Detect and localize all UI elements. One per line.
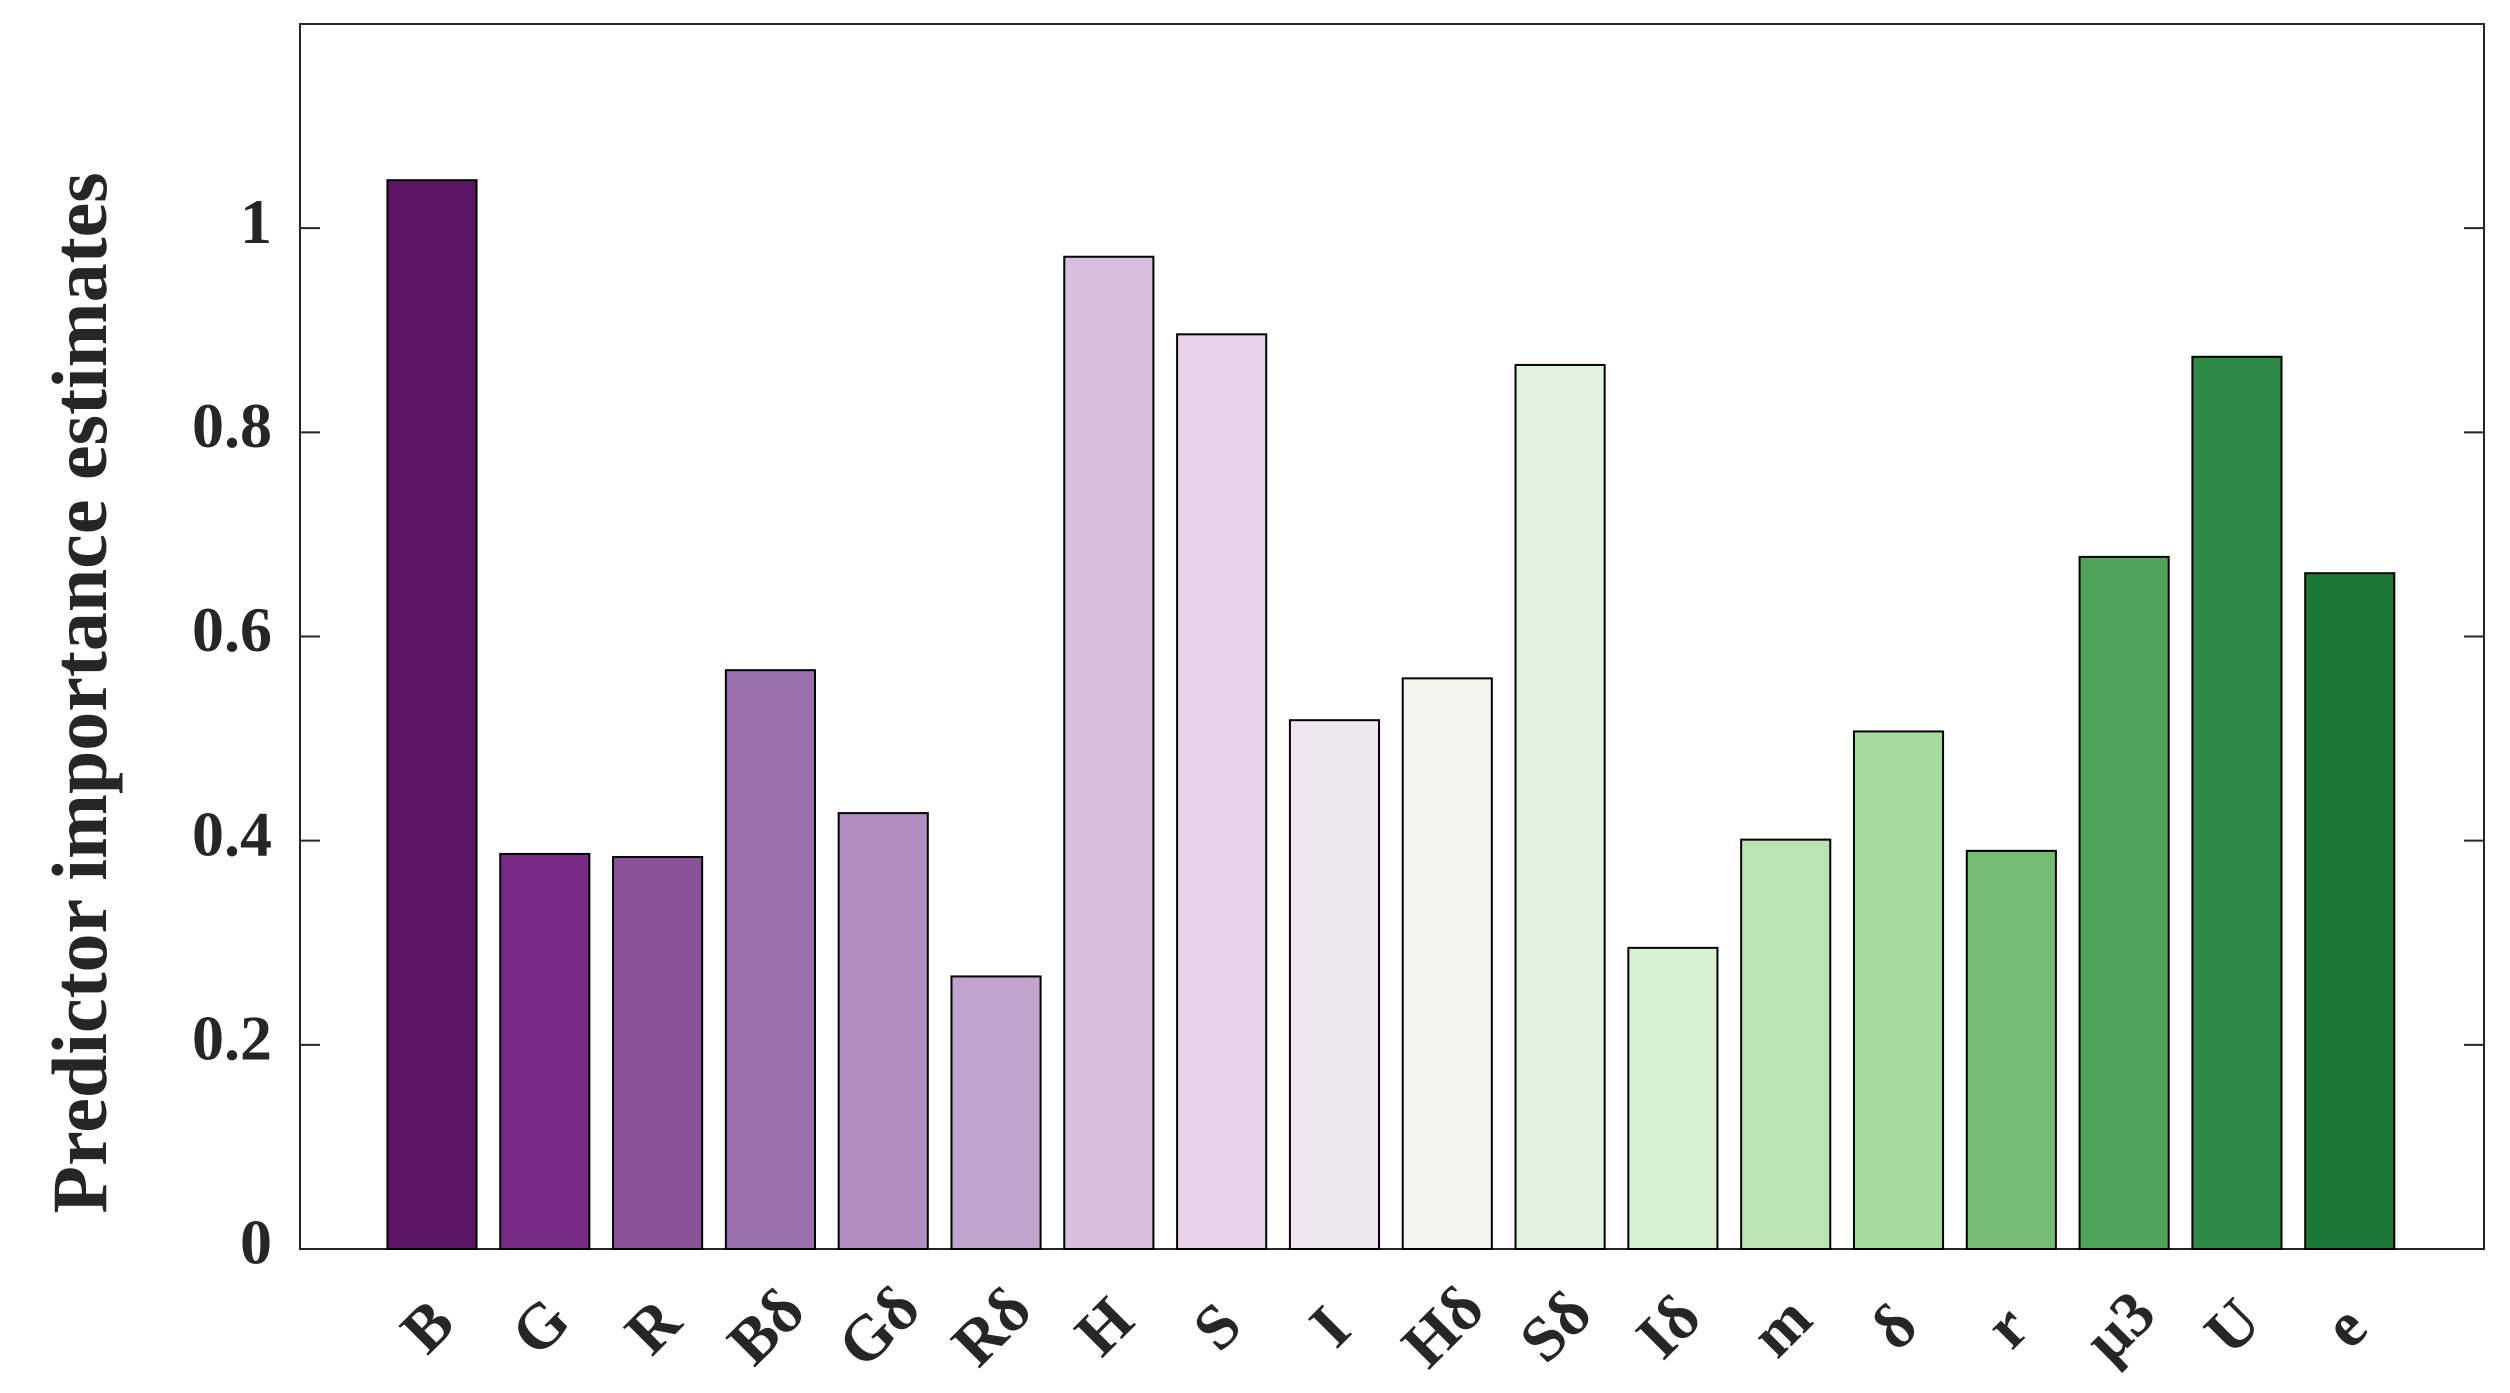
x-tick-label: Iδ — [1622, 1281, 1713, 1372]
bar — [499, 852, 591, 1250]
x-tick-label: R — [611, 1284, 694, 1367]
x-tick-label: U — [2191, 1285, 2274, 1368]
y-tick-label: 0.4 — [192, 798, 272, 869]
x-tick-label: Gδ — [824, 1272, 933, 1381]
bar — [2191, 355, 2283, 1250]
bar — [1063, 255, 1155, 1250]
bar — [837, 812, 929, 1251]
x-tick-label: S — [1179, 1288, 1254, 1363]
y-tick-label: 0.2 — [192, 1003, 272, 1074]
bar — [724, 669, 816, 1250]
bar — [1401, 677, 1493, 1250]
bar — [386, 179, 478, 1250]
bar — [1965, 849, 2057, 1250]
x-tick-label: I — [1296, 1292, 1364, 1360]
y-tick-label: 1 — [240, 186, 272, 257]
y-tick-label: 0.6 — [192, 594, 272, 665]
x-tick-label: r — [1971, 1291, 2041, 1361]
x-tick-label: G — [497, 1283, 582, 1368]
x-tick-label: m — [1737, 1282, 1825, 1370]
bar — [950, 975, 1042, 1250]
x-tick-label: B — [387, 1286, 467, 1366]
y-axis-label: Predictor importance estimates — [36, 172, 123, 1213]
x-tick-label: e — [2310, 1291, 2380, 1361]
bar — [2078, 555, 2170, 1250]
bar — [1514, 363, 1606, 1251]
y-tick-label: 0 — [240, 1207, 272, 1278]
x-tick-label: H — [1061, 1283, 1146, 1368]
bar — [1740, 838, 1832, 1250]
x-tick-label: δ — [1857, 1289, 1931, 1363]
bar — [1852, 730, 1945, 1250]
x-tick-label: Rδ — [938, 1273, 1044, 1379]
x-tick-label: Hδ — [1388, 1272, 1497, 1381]
bar — [612, 856, 704, 1250]
x-tick-label: μ3 — [2070, 1277, 2168, 1375]
bar — [1288, 719, 1381, 1250]
x-tick-label: Sδ — [1506, 1277, 1605, 1376]
x-tick-label: Bδ — [714, 1274, 818, 1378]
bar — [1627, 946, 1719, 1251]
bar — [2304, 572, 2396, 1250]
y-tick-label: 0.8 — [192, 390, 272, 461]
bar — [1176, 333, 1268, 1251]
